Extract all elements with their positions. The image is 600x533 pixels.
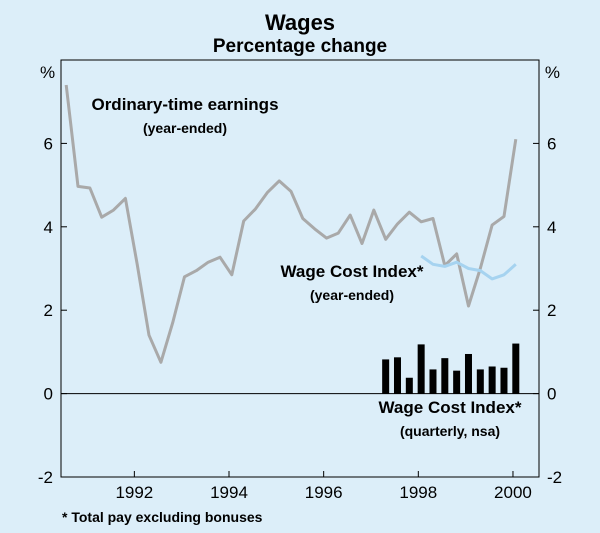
y-tick-label-left: 0	[44, 385, 53, 404]
wci-quarterly-bar	[500, 367, 508, 394]
ote-line	[64, 84, 518, 364]
y-tick-label-right: -2	[547, 468, 562, 487]
wci-quarterly-bar	[464, 353, 472, 394]
wci-quarterly-bar	[405, 377, 413, 394]
wci-quarterly-bar	[393, 357, 401, 394]
x-tick-labels: 1992 1994 1996 1998 2000	[115, 483, 531, 502]
ote-sublabel: (year-ended)	[143, 120, 227, 136]
wci-quarterly-bar	[417, 344, 425, 394]
chart-subtitle: Percentage change	[213, 36, 387, 57]
wci-quarterly-bar	[476, 369, 484, 394]
wci-quarterly-bars	[382, 343, 520, 394]
x-tick-label: 2000	[494, 483, 532, 502]
y-unit-left: %	[40, 63, 55, 82]
x-tick-label: 1998	[399, 483, 437, 502]
wci-year-sublabel: (year-ended)	[310, 287, 394, 303]
wci-quarterly-bar	[382, 359, 390, 394]
x-tick-label: 1992	[115, 483, 153, 502]
wci-quarterly-label: Wage Cost Index*	[379, 398, 522, 417]
y-tick-label-right: 0	[547, 385, 556, 404]
wci-quarterly-bar	[429, 369, 437, 394]
wci-quarterly-bar	[512, 343, 520, 394]
y-tick-label-right: 2	[547, 301, 556, 320]
wci-year-label: Wage Cost Index*	[281, 262, 424, 281]
chart-title: Wages	[265, 10, 335, 35]
y-tick-label-right: 6	[547, 134, 556, 153]
y-unit-right: %	[545, 63, 560, 82]
y-tick-labels: -2 -2 0 0 2 2 4 4 6 6	[38, 134, 562, 487]
footnote: * Total pay excluding bonuses	[62, 509, 263, 525]
wci-quarterly-bar	[453, 370, 461, 394]
wci-quarterly-sublabel: (quarterly, nsa)	[400, 423, 500, 439]
x-tick-label: 1994	[210, 483, 248, 502]
y-tick-label-left: 4	[44, 218, 53, 237]
wci-quarterly-bar	[441, 358, 449, 394]
plot-frame	[60, 59, 540, 478]
y-tick-label-left: 2	[44, 301, 53, 320]
wci-year-line	[420, 254, 517, 281]
ote-label: Ordinary-time earnings	[91, 95, 278, 114]
series-lines	[64, 84, 518, 364]
y-tick-label-left: -2	[38, 468, 53, 487]
wci-quarterly-bar	[488, 366, 496, 394]
x-tick-label: 1996	[305, 483, 343, 502]
y-tick-label-right: 4	[547, 218, 556, 237]
y-tick-label-left: 6	[44, 134, 53, 153]
